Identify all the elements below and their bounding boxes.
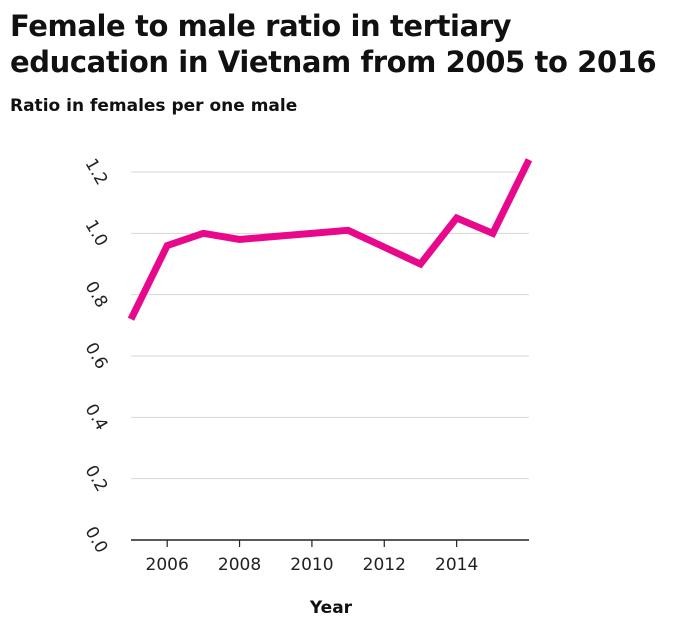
y-tick-label: 0.6 xyxy=(81,339,112,372)
y-tick-label: 0.4 xyxy=(81,401,112,434)
y-tick-label: 0.0 xyxy=(81,523,112,556)
x-tick-label: 2012 xyxy=(363,555,406,575)
x-axis-label: Year xyxy=(309,598,353,618)
x-tick-labels: 2006 2008 2010 2012 2014 xyxy=(146,540,478,575)
x-tick-label: 2010 xyxy=(290,555,333,575)
y-tick-label: 0.2 xyxy=(81,462,112,495)
x-tick-label: 2008 xyxy=(218,555,261,575)
chart-title: Female to male ratio in tertiary educati… xyxy=(10,9,657,79)
x-tick-label: 2014 xyxy=(435,555,478,575)
series-lines xyxy=(127,158,533,321)
series-line xyxy=(127,158,533,321)
x-tick-label: 2006 xyxy=(146,555,189,575)
y-tick-label: 1.0 xyxy=(81,217,112,250)
y-axis-label: Ratio in females per one male xyxy=(10,96,298,116)
y-tick-labels: 0.0 0.2 0.4 0.6 0.8 1.0 1.2 xyxy=(81,155,112,556)
y-tick-label: 1.2 xyxy=(81,155,112,188)
gridlines xyxy=(131,171,529,541)
y-tick-label: 0.8 xyxy=(81,278,112,311)
